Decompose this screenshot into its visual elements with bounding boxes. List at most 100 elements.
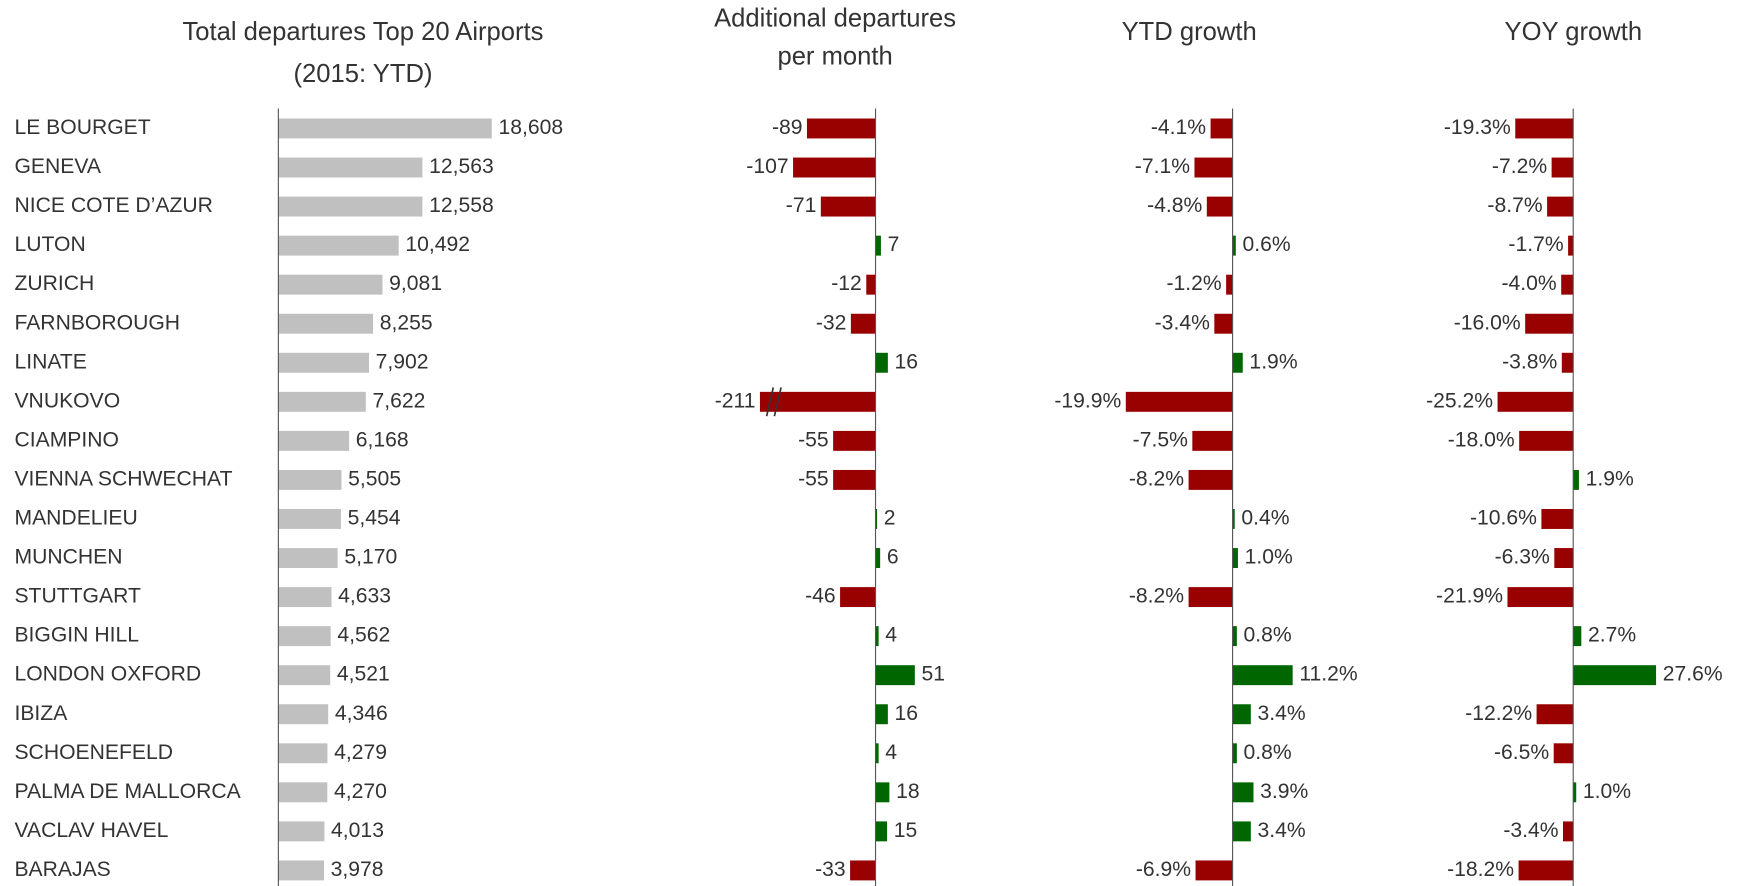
value-label: 7,902 — [376, 350, 429, 373]
bar — [833, 469, 876, 490]
value-label: -19.9% — [1054, 389, 1121, 412]
bar — [1573, 626, 1582, 647]
bar — [1232, 704, 1251, 725]
value-label: 3.9% — [1260, 780, 1308, 803]
category-label: CIAMPINO — [14, 428, 119, 451]
value-label: 4 — [885, 624, 897, 647]
bar — [1519, 430, 1574, 451]
bar — [278, 548, 338, 568]
value-label: 4,013 — [331, 819, 384, 842]
bar — [850, 860, 876, 881]
bar — [278, 430, 350, 451]
value-label: 0.4% — [1241, 507, 1289, 530]
bar — [875, 509, 878, 529]
value-label: -16.0% — [1454, 311, 1521, 334]
bar — [875, 743, 879, 764]
bar — [875, 821, 888, 842]
bar — [278, 313, 374, 334]
bar — [875, 782, 890, 803]
bar — [806, 118, 876, 139]
value-label: 4,521 — [337, 663, 390, 686]
category-label: LE BOURGET — [14, 116, 150, 139]
value-label: 2.7% — [1588, 624, 1636, 647]
category-label: MUNCHEN — [14, 546, 122, 569]
category-label: BARAJAS — [14, 858, 110, 881]
bar — [1206, 196, 1233, 217]
category-label: LUTON — [14, 233, 85, 256]
bar — [278, 782, 328, 803]
value-label: 4 — [885, 741, 897, 764]
chart-title: Additional departures — [714, 5, 956, 33]
bar — [850, 313, 876, 334]
bar — [1561, 352, 1574, 373]
bar — [278, 118, 492, 139]
bar — [1573, 665, 1657, 686]
value-label: 51 — [922, 663, 946, 686]
value-label: -12.2% — [1465, 702, 1532, 725]
value-label: 8,255 — [380, 311, 433, 334]
chart-title: (2015: YTD) — [294, 60, 433, 88]
bar — [875, 665, 915, 686]
value-label: -25.2% — [1426, 389, 1493, 412]
value-label: -12 — [831, 272, 862, 295]
bar — [278, 587, 332, 608]
bar — [1195, 860, 1233, 881]
bar — [1226, 274, 1233, 295]
category-label: VNUKOVO — [14, 389, 120, 412]
value-label: 0.8% — [1244, 624, 1292, 647]
bar — [1573, 469, 1579, 490]
bar — [875, 548, 881, 568]
category-label: ZURICH — [14, 272, 94, 295]
category-label: PALMA DE MALLORCA — [14, 780, 241, 803]
bar — [278, 704, 329, 725]
bar — [278, 274, 383, 295]
bar — [1125, 391, 1233, 412]
value-label: 11.2% — [1299, 663, 1357, 686]
value-label: -4.8% — [1147, 194, 1202, 217]
category-label: BIGGIN HILL — [14, 624, 139, 647]
category-label: MANDELIEU — [14, 507, 137, 530]
value-label: -8.7% — [1487, 194, 1542, 217]
value-label: 10,492 — [405, 233, 470, 256]
value-label: 7 — [888, 233, 900, 256]
bar — [278, 821, 325, 842]
value-label: 3.4% — [1257, 819, 1305, 842]
value-label: -10.6% — [1470, 507, 1537, 530]
bar — [1551, 157, 1574, 178]
category-label: FARNBOROUGH — [14, 311, 180, 334]
category-label: VIENNA SCHWECHAT — [14, 468, 232, 491]
value-label: 1.0% — [1245, 546, 1293, 569]
bar — [1525, 313, 1574, 334]
bar — [1553, 743, 1574, 764]
bar — [793, 157, 876, 178]
bar — [278, 860, 324, 881]
bar — [1232, 665, 1293, 686]
bar — [1232, 743, 1237, 764]
bar — [1232, 235, 1236, 256]
bar — [1507, 587, 1574, 608]
value-label: -32 — [816, 311, 847, 334]
axis-break — [773, 387, 782, 417]
bar — [1561, 274, 1574, 295]
value-label: -8.2% — [1129, 468, 1184, 491]
chart-title: per month — [777, 42, 892, 70]
value-label: 6 — [887, 546, 899, 569]
value-label: 16 — [895, 702, 919, 725]
bar — [1188, 469, 1233, 490]
value-label: 12,563 — [429, 155, 494, 178]
chart-title: Total departures Top 20 Airports — [182, 18, 543, 46]
value-label: 4,562 — [337, 624, 390, 647]
value-label: 16 — [895, 350, 919, 373]
value-label: 5,505 — [348, 468, 401, 491]
chart-title: YOY growth — [1505, 18, 1643, 46]
value-label: -107 — [746, 155, 788, 178]
bar — [1232, 821, 1251, 842]
value-label: 6,168 — [356, 428, 409, 451]
value-label: -7.2% — [1492, 155, 1547, 178]
value-label: 4,633 — [338, 585, 391, 608]
value-label: -33 — [815, 858, 846, 881]
bar — [1541, 509, 1574, 529]
axis-break — [765, 387, 775, 417]
bar — [1563, 821, 1574, 842]
bar — [866, 274, 876, 295]
